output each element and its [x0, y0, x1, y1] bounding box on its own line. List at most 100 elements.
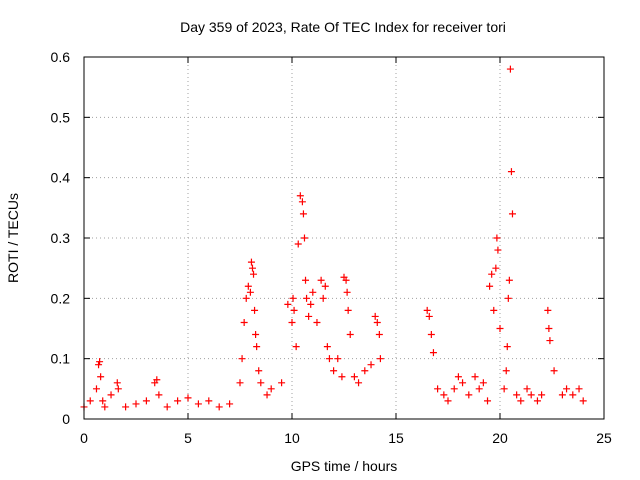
data-point — [490, 306, 498, 314]
data-point — [153, 376, 161, 384]
grid-lines — [84, 57, 604, 419]
data-point — [240, 318, 248, 326]
data-point — [444, 397, 452, 405]
data-point — [238, 355, 246, 363]
data-point — [344, 306, 352, 314]
data-point — [484, 397, 492, 405]
data-point — [101, 403, 109, 411]
data-point — [303, 294, 311, 302]
data-point — [290, 306, 298, 314]
data-point — [427, 331, 435, 339]
y-tick-label: 0.4 — [51, 170, 71, 186]
chart-title: Day 359 of 2023, Rate Of TEC Index for r… — [180, 19, 506, 35]
data-point — [440, 391, 448, 399]
data-point — [434, 385, 442, 393]
data-point — [523, 385, 531, 393]
data-point — [313, 318, 321, 326]
data-point — [251, 306, 259, 314]
data-point — [323, 343, 331, 351]
data-point — [488, 270, 496, 278]
data-point — [255, 367, 263, 375]
data-point — [184, 394, 192, 402]
data-point — [113, 379, 121, 387]
data-point — [454, 373, 462, 381]
data-point — [319, 294, 327, 302]
x-tick-label: 10 — [284, 430, 300, 446]
data-point — [376, 355, 384, 363]
data-point — [373, 318, 381, 326]
data-point — [309, 288, 317, 296]
data-point — [317, 276, 325, 284]
data-point — [289, 294, 297, 302]
data-point — [330, 367, 338, 375]
data-point — [579, 397, 587, 405]
x-tick-label: 15 — [388, 430, 404, 446]
data-point — [503, 343, 511, 351]
data-point — [558, 391, 566, 399]
data-point — [244, 282, 252, 290]
y-tick-label: 0.5 — [51, 109, 71, 125]
y-tick-label: 0.6 — [51, 49, 71, 65]
data-point — [278, 379, 286, 387]
data-point — [338, 373, 346, 381]
data-point — [142, 397, 150, 405]
data-point — [425, 312, 433, 320]
data-point — [550, 367, 558, 375]
data-point — [492, 264, 500, 272]
data-point — [544, 306, 552, 314]
data-point — [361, 367, 369, 375]
data-point — [343, 288, 351, 296]
data-point — [247, 258, 255, 266]
data-point — [215, 403, 223, 411]
data-point — [575, 385, 583, 393]
data-point — [163, 403, 171, 411]
data-point — [114, 385, 122, 393]
data-point — [545, 325, 553, 332]
data-point — [305, 312, 313, 320]
data-point — [155, 391, 163, 399]
data-point — [496, 325, 504, 332]
data-point — [508, 210, 516, 218]
x-tick-label: 25 — [596, 430, 612, 446]
data-point — [226, 400, 234, 408]
data-point — [506, 65, 514, 73]
data-point — [253, 343, 261, 351]
data-point — [513, 391, 521, 399]
data-point — [546, 337, 554, 345]
data-point — [355, 379, 363, 387]
data-point — [517, 397, 525, 405]
data-point — [350, 373, 358, 381]
data-point — [465, 391, 473, 399]
data-point — [371, 312, 379, 320]
data-point — [95, 361, 103, 369]
data-point — [86, 397, 94, 405]
data-point — [292, 343, 300, 351]
data-point — [248, 264, 256, 272]
data-point — [294, 240, 302, 248]
data-point — [325, 355, 333, 363]
data-point — [493, 234, 501, 242]
y-axis-label: ROTI / TECUs — [5, 193, 21, 283]
data-point — [302, 276, 310, 284]
data-point — [252, 331, 260, 339]
data-point — [299, 210, 307, 218]
data-point — [321, 282, 329, 290]
data-point — [236, 379, 244, 387]
data-point — [450, 385, 458, 393]
y-tick-label: 0.3 — [51, 230, 71, 246]
data-point — [257, 379, 265, 387]
data-point — [346, 331, 354, 339]
data-point — [533, 397, 541, 405]
x-tick-label: 5 — [184, 430, 192, 446]
data-point — [423, 306, 431, 314]
data-point — [96, 358, 104, 366]
x-tick-label: 0 — [80, 430, 88, 446]
data-point — [459, 379, 467, 387]
x-tick-label: 20 — [492, 430, 508, 446]
data-point — [494, 246, 502, 254]
y-tick-label: 0 — [62, 411, 70, 427]
data-point — [250, 270, 258, 278]
data-point — [334, 355, 342, 363]
data-point — [288, 318, 296, 326]
